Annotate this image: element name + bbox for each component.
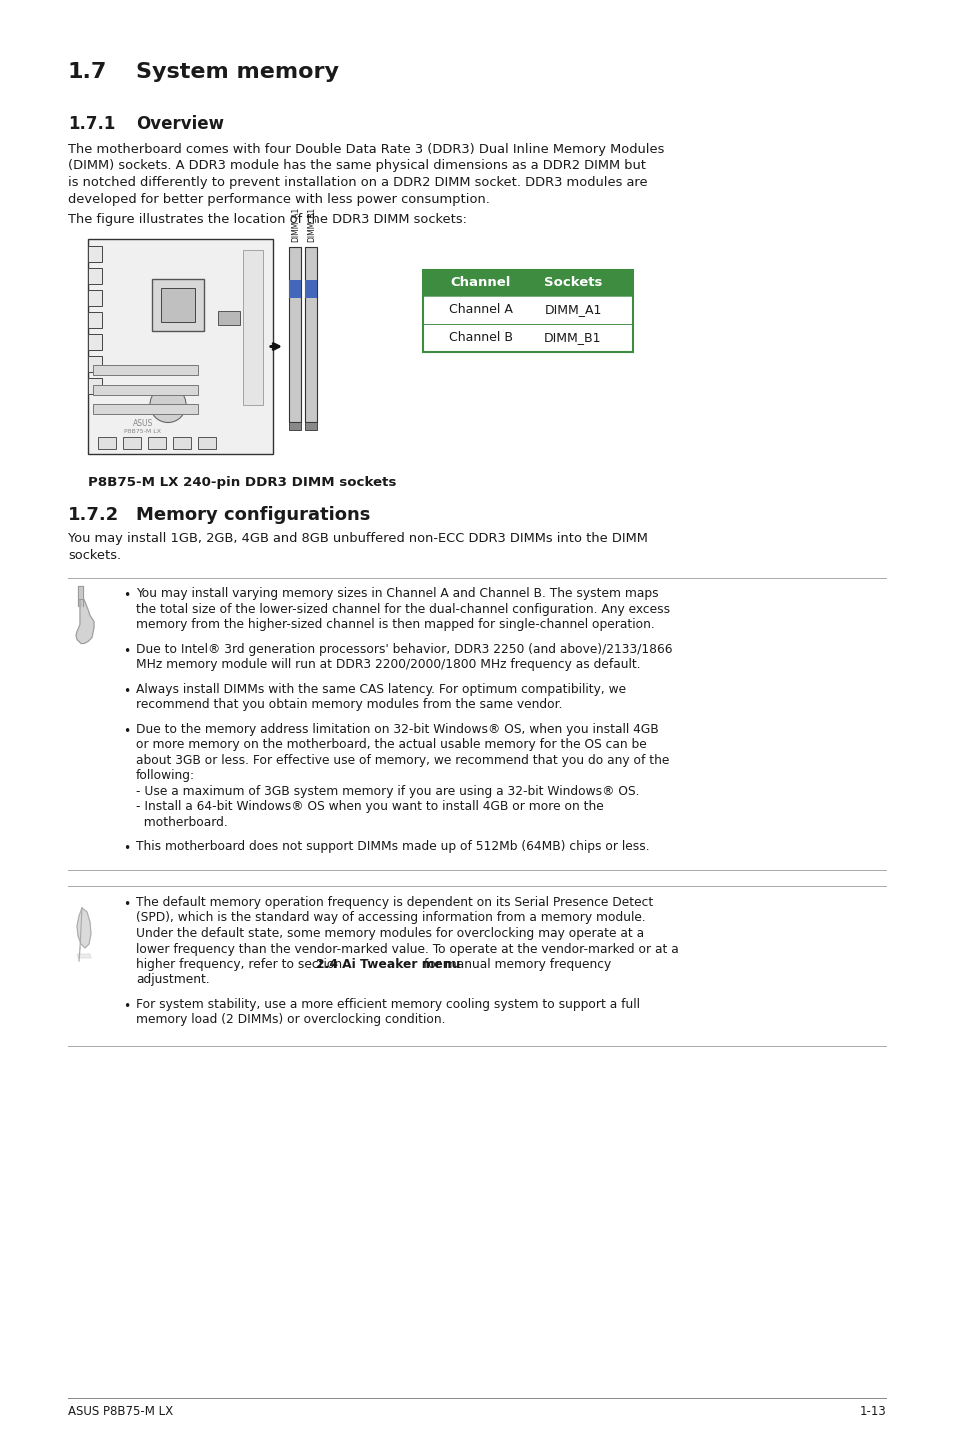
Text: •: • (123, 897, 131, 912)
Text: This motherboard does not support DIMMs made up of 512Mb (64MB) chips or less.: This motherboard does not support DIMMs … (136, 840, 649, 854)
Polygon shape (77, 953, 91, 958)
Text: Overview: Overview (136, 115, 224, 132)
Bar (88, 240, 273, 454)
Text: •: • (123, 684, 131, 697)
Bar (305, 247, 316, 423)
Text: Channel: Channel (451, 276, 511, 289)
Text: higher frequency, refer to section: higher frequency, refer to section (136, 958, 346, 971)
Text: Under the default state, some memory modules for overclocking may operate at a: Under the default state, some memory mod… (136, 928, 643, 940)
Bar (88, 355, 102, 371)
Text: Always install DIMMs with the same CAS latency. For optimum compatibility, we: Always install DIMMs with the same CAS l… (136, 683, 625, 696)
Text: recommend that you obtain memory modules from the same vendor.: recommend that you obtain memory modules… (136, 699, 562, 712)
Bar (88, 378, 102, 394)
Bar (88, 334, 102, 349)
Bar (422, 269, 633, 295)
Text: memory load (2 DIMMs) or overclocking condition.: memory load (2 DIMMs) or overclocking co… (136, 1014, 445, 1027)
Text: 1-13: 1-13 (859, 1405, 885, 1418)
Text: adjustment.: adjustment. (136, 974, 210, 986)
Text: is notched differently to prevent installation on a DDR2 DIMM socket. DDR3 modul: is notched differently to prevent instal… (68, 175, 647, 188)
Bar (289, 247, 301, 423)
Text: ASUS P8B75-M LX: ASUS P8B75-M LX (68, 1405, 172, 1418)
Text: lower frequency than the vendor-marked value. To operate at the vendor-marked or: lower frequency than the vendor-marked v… (136, 942, 678, 955)
Text: memory from the higher-sized channel is then mapped for single-channel operation: memory from the higher-sized channel is … (136, 618, 654, 631)
Text: about 3GB or less. For effective use of memory, we recommend that you do any of : about 3GB or less. For effective use of … (136, 754, 669, 766)
Text: for manual memory frequency: for manual memory frequency (419, 958, 611, 971)
Text: - Use a maximum of 3GB system memory if you are using a 32-bit Windows® OS.: - Use a maximum of 3GB system memory if … (136, 785, 639, 798)
Text: For system stability, use a more efficient memory cooling system to support a fu: For system stability, use a more efficie… (136, 998, 639, 1011)
Text: developed for better performance with less power consumption.: developed for better performance with le… (68, 193, 489, 206)
Bar (422, 269, 633, 351)
Text: Channel B: Channel B (449, 331, 513, 344)
Bar (289, 423, 301, 430)
Text: motherboard.: motherboard. (136, 815, 228, 828)
Text: DIMM_B1: DIMM_B1 (543, 331, 601, 344)
Text: •: • (123, 725, 131, 738)
Bar (88, 246, 102, 262)
Bar (243, 250, 263, 404)
Bar (88, 267, 102, 283)
Text: ASUS: ASUS (132, 420, 153, 429)
Bar (148, 437, 166, 450)
Text: 1.7.1: 1.7.1 (68, 115, 115, 132)
Text: 1.7.2: 1.7.2 (68, 506, 119, 525)
Text: sockets.: sockets. (68, 549, 121, 562)
Text: - Install a 64-bit Windows® OS when you want to install 4GB or more on the: - Install a 64-bit Windows® OS when you … (136, 801, 603, 814)
Polygon shape (78, 585, 83, 605)
Text: P8B75-M LX: P8B75-M LX (125, 430, 161, 434)
Text: •: • (123, 646, 131, 659)
Text: The motherboard comes with four Double Data Rate 3 (DDR3) Dual Inline Memory Mod: The motherboard comes with four Double D… (68, 142, 663, 155)
Bar (218, 311, 240, 325)
Text: Due to the memory address limitation on 32-bit Windows® OS, when you install 4GB: Due to the memory address limitation on … (136, 723, 659, 736)
Text: 2.4 Ai Tweaker menu: 2.4 Ai Tweaker menu (315, 958, 460, 971)
Text: Sockets: Sockets (543, 276, 601, 289)
Text: You may install 1GB, 2GB, 4GB and 8GB unbuffered non-ECC DDR3 DIMMs into the DIM: You may install 1GB, 2GB, 4GB and 8GB un… (68, 532, 647, 545)
Text: P8B75-M LX 240-pin DDR3 DIMM sockets: P8B75-M LX 240-pin DDR3 DIMM sockets (88, 476, 395, 489)
Bar (92, 404, 198, 414)
Circle shape (150, 387, 186, 423)
Text: •: • (123, 590, 131, 603)
Text: the total size of the lower-sized channel for the dual-channel configuration. An: the total size of the lower-sized channe… (136, 603, 669, 615)
Text: You may install varying memory sizes in Channel A and Channel B. The system maps: You may install varying memory sizes in … (136, 588, 658, 601)
Text: Channel A: Channel A (449, 303, 513, 316)
Bar (422, 324, 633, 351)
Bar (123, 437, 141, 450)
Text: DIMM_A1: DIMM_A1 (544, 303, 601, 316)
Text: (SPD), which is the standard way of accessing information from a memory module.: (SPD), which is the standard way of acce… (136, 912, 645, 925)
Text: following:: following: (136, 769, 194, 782)
Bar (305, 423, 316, 430)
Bar (289, 279, 301, 298)
Polygon shape (77, 907, 91, 948)
Text: The default memory operation frequency is dependent on its Serial Presence Detec: The default memory operation frequency i… (136, 896, 653, 909)
Bar (172, 437, 191, 450)
Text: (DIMM) sockets. A DDR3 module has the same physical dimensions as a DDR2 DIMM bu: (DIMM) sockets. A DDR3 module has the sa… (68, 160, 645, 173)
Text: •: • (123, 843, 131, 856)
Text: •: • (123, 999, 131, 1012)
Polygon shape (76, 600, 94, 643)
Text: DIMM_A1: DIMM_A1 (291, 206, 299, 242)
Bar (161, 288, 194, 322)
Text: Memory configurations: Memory configurations (136, 506, 370, 525)
Bar (305, 279, 316, 298)
Bar (92, 384, 198, 394)
Text: MHz memory module will run at DDR3 2200/2000/1800 MHz frequency as default.: MHz memory module will run at DDR3 2200/… (136, 659, 640, 672)
Bar (88, 312, 102, 328)
Bar (98, 437, 116, 450)
Bar (88, 289, 102, 305)
Text: DIMM_B1: DIMM_B1 (306, 207, 315, 242)
Text: 1.7: 1.7 (68, 62, 108, 82)
Bar (422, 295, 633, 324)
Text: The figure illustrates the location of the DDR3 DIMM sockets:: The figure illustrates the location of t… (68, 213, 467, 226)
Text: Due to Intel® 3rd generation processors' behavior, DDR3 2250 (and above)/2133/18: Due to Intel® 3rd generation processors'… (136, 643, 672, 656)
Bar (152, 279, 204, 331)
Text: or more memory on the motherboard, the actual usable memory for the OS can be: or more memory on the motherboard, the a… (136, 739, 646, 752)
Bar (198, 437, 215, 450)
Text: System memory: System memory (136, 62, 338, 82)
Bar (92, 364, 198, 374)
